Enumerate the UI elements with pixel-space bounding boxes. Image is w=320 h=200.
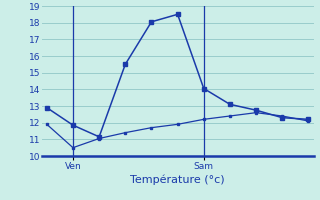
X-axis label: Température (°c): Température (°c) xyxy=(130,175,225,185)
